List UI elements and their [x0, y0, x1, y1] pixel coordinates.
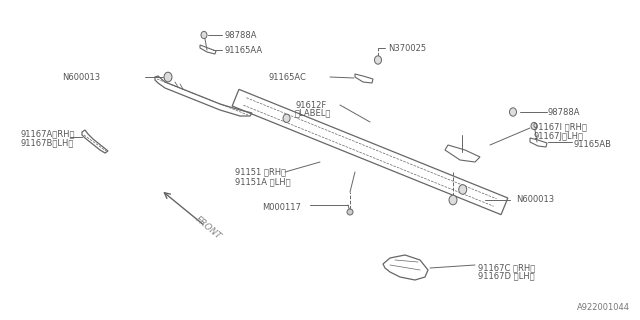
- Text: 91165AA: 91165AA: [224, 45, 262, 54]
- Ellipse shape: [449, 195, 457, 205]
- Text: N370025: N370025: [388, 44, 426, 52]
- Text: 91165AB: 91165AB: [574, 140, 612, 148]
- Text: FRONT: FRONT: [193, 215, 222, 241]
- Ellipse shape: [164, 73, 172, 81]
- Text: M000117: M000117: [262, 204, 301, 212]
- Ellipse shape: [374, 56, 381, 64]
- Text: N600013: N600013: [62, 73, 100, 82]
- Text: 98788A: 98788A: [224, 30, 257, 39]
- Ellipse shape: [201, 31, 207, 39]
- Ellipse shape: [531, 123, 537, 130]
- Text: 91167J〈LH〉: 91167J〈LH〉: [533, 132, 583, 140]
- Text: 91151 〈RH〉: 91151 〈RH〉: [235, 167, 286, 177]
- Ellipse shape: [509, 108, 516, 116]
- Text: N600013: N600013: [516, 196, 554, 204]
- Ellipse shape: [347, 209, 353, 215]
- Text: A922001044: A922001044: [577, 303, 630, 312]
- Text: 91167A〈RH〉: 91167A〈RH〉: [20, 130, 74, 139]
- Text: 91167C 〈RH〉: 91167C 〈RH〉: [478, 263, 535, 273]
- Text: 91612F: 91612F: [295, 100, 326, 109]
- Text: 91167B〈LH〉: 91167B〈LH〉: [20, 139, 74, 148]
- Text: 〈LABEL〉: 〈LABEL〉: [295, 108, 332, 117]
- Text: 91167I 〈RH〉: 91167I 〈RH〉: [533, 123, 587, 132]
- Ellipse shape: [459, 185, 467, 194]
- Text: 98788A: 98788A: [548, 108, 580, 116]
- Text: 91151A 〈LH〉: 91151A 〈LH〉: [235, 178, 291, 187]
- Text: 91165AC: 91165AC: [268, 73, 306, 82]
- Ellipse shape: [283, 114, 290, 123]
- Ellipse shape: [164, 72, 172, 82]
- Text: 91167D 〈LH〉: 91167D 〈LH〉: [478, 271, 534, 281]
